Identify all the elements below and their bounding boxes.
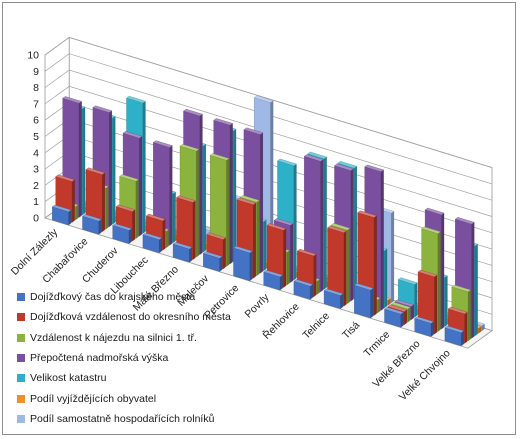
bar bbox=[323, 288, 344, 309]
bar bbox=[293, 279, 314, 300]
legend-label: Přepočtená nadmořská výška bbox=[30, 352, 169, 365]
gridline bbox=[44, 69, 493, 201]
legend-label: Podíl vyjíždějících obyvatel bbox=[30, 392, 157, 405]
legend-item: Dojížďkový čas do krajského města bbox=[17, 287, 231, 307]
legend-label: Velikost katastru bbox=[30, 372, 107, 385]
bar bbox=[233, 245, 253, 281]
gridline bbox=[44, 53, 493, 185]
legend-item: Podíl vyjíždějících obyvatel bbox=[17, 388, 231, 408]
y-tick-label: 3 bbox=[33, 164, 39, 176]
bar bbox=[263, 269, 283, 291]
legend-item: Podíl samostatně hospodařících rolníků bbox=[17, 409, 231, 429]
bar bbox=[444, 325, 465, 347]
y-tick-label: 10 bbox=[27, 50, 39, 62]
legend-label: Dojížďková vzdálenost do okresního města bbox=[30, 311, 231, 324]
bar bbox=[202, 251, 223, 272]
legend-swatch bbox=[17, 333, 25, 342]
bar bbox=[353, 283, 374, 319]
legend-label: Dojížďkový čas do krajského města bbox=[30, 291, 196, 304]
y-tick-label: 6 bbox=[33, 115, 39, 127]
bar bbox=[112, 223, 132, 244]
legend-item: Přepočtená nadmořská výška bbox=[17, 348, 231, 368]
y-tick-label: 0 bbox=[33, 213, 39, 225]
y-tick-label: 2 bbox=[33, 180, 39, 192]
y-tick-label: 9 bbox=[33, 66, 39, 78]
legend-label: Vzdálenost k nájezdu na silnici 1. tř. bbox=[30, 331, 197, 344]
category-label: Telnice bbox=[300, 310, 332, 342]
bar bbox=[142, 232, 163, 254]
y-tick-label: 1 bbox=[33, 196, 39, 208]
gridline bbox=[44, 37, 493, 168]
bar-series bbox=[51, 95, 485, 347]
category-label: Řehlovice bbox=[260, 300, 302, 342]
legend-swatch bbox=[17, 394, 25, 403]
legend-item: Vzdálenost k nájezdu na silnici 1. tř. bbox=[17, 328, 231, 348]
legend-swatch bbox=[17, 293, 25, 302]
y-tick-label: 4 bbox=[33, 147, 39, 159]
category-label: Povrly bbox=[242, 291, 272, 321]
category-label: Chuderov bbox=[80, 244, 121, 285]
bar bbox=[384, 307, 404, 328]
legend-label: Podíl samostatně hospodařících rolníků bbox=[30, 412, 215, 425]
category-label: Trmice bbox=[362, 328, 393, 359]
category-label: Tisá bbox=[340, 319, 362, 341]
legend-swatch bbox=[17, 354, 25, 363]
bar bbox=[82, 214, 102, 235]
bar bbox=[51, 204, 72, 226]
chart-frame: 0 1 2 3 4 5 6 7 8 9 10 Dolní Zálezly Chabařovice Chud… bbox=[2, 2, 516, 435]
legend-swatch bbox=[17, 313, 25, 322]
legend-item: Velikost katastru bbox=[17, 368, 231, 388]
legend-swatch bbox=[17, 414, 25, 423]
legend-item: Dojížďková vzdálenost do okresního města bbox=[17, 307, 231, 327]
bar bbox=[414, 316, 434, 337]
y-tick-label: 8 bbox=[33, 82, 39, 94]
y-tick-label: 7 bbox=[33, 98, 39, 110]
legend: Dojížďkový čas do krajského města Dojížďk… bbox=[17, 287, 231, 429]
y-tick-label: 5 bbox=[33, 131, 39, 143]
bar bbox=[172, 242, 193, 263]
bar bbox=[327, 225, 347, 307]
legend-swatch bbox=[17, 374, 25, 383]
